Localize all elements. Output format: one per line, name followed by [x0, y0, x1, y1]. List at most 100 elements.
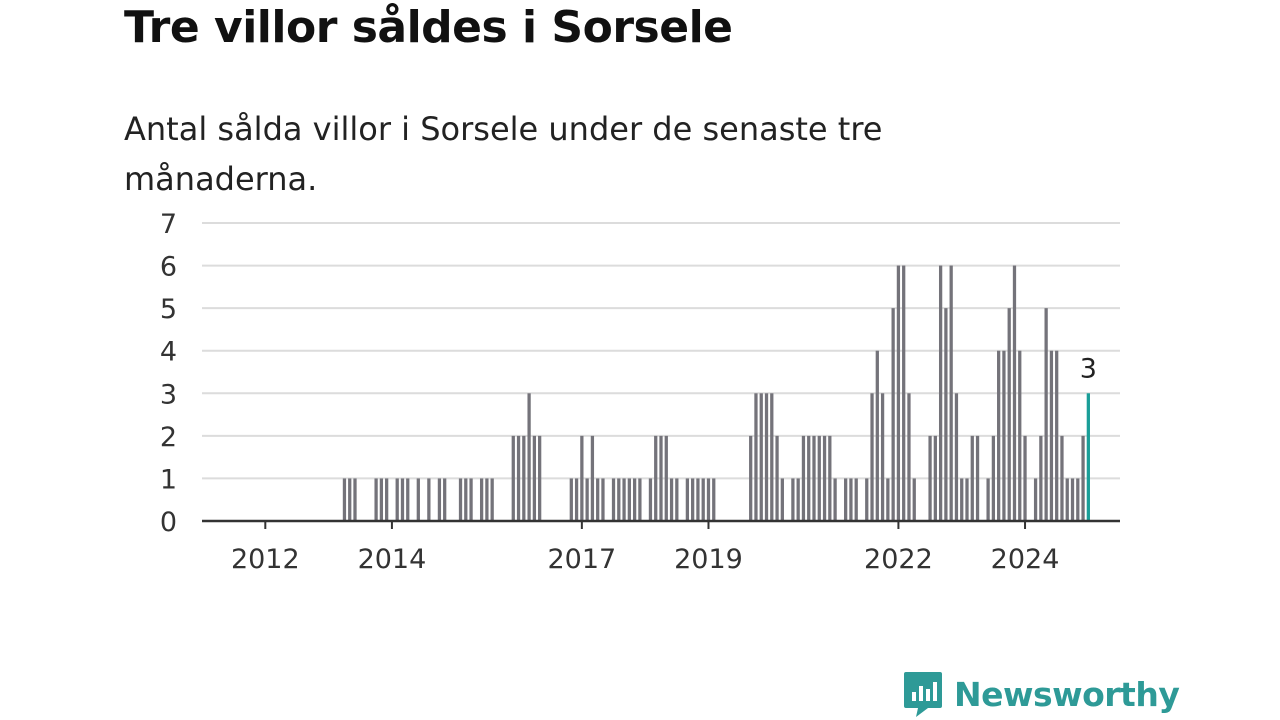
bar — [469, 478, 473, 521]
bar — [880, 393, 885, 521]
bar — [749, 435, 753, 521]
highlight-data-label: 3 — [1080, 353, 1097, 384]
bar — [659, 435, 663, 521]
bar — [1002, 350, 1006, 521]
x-tick-label: 2022 — [864, 544, 933, 575]
bar — [374, 478, 378, 521]
bar — [527, 393, 531, 521]
y-tick-label: 5 — [160, 294, 177, 325]
bar — [511, 435, 515, 521]
bar — [896, 265, 901, 521]
bar — [353, 478, 357, 521]
bar — [342, 478, 347, 521]
bar — [944, 308, 948, 521]
bar — [685, 478, 690, 521]
bar — [902, 265, 906, 521]
x-tick-label: 2019 — [674, 544, 743, 575]
bar — [611, 478, 616, 521]
bar — [516, 435, 521, 521]
bar — [865, 478, 869, 521]
bar — [849, 478, 853, 521]
chart-title: Tre villor såldes i Sorsele — [124, 2, 733, 53]
bar — [617, 478, 621, 521]
bar — [1070, 478, 1075, 521]
bar — [416, 478, 420, 521]
bar — [1081, 435, 1085, 521]
bar — [648, 478, 653, 521]
bar — [754, 393, 758, 521]
bar — [622, 478, 626, 521]
bar — [1012, 265, 1017, 521]
newsworthy-logo-icon — [904, 672, 942, 717]
bar — [912, 478, 916, 521]
bar — [986, 478, 990, 521]
bar — [1018, 350, 1022, 521]
bar — [490, 478, 494, 521]
bar — [406, 478, 410, 521]
x-tick-label: 2024 — [991, 544, 1060, 575]
bar — [764, 393, 769, 521]
bar — [886, 478, 890, 521]
bar — [580, 435, 584, 521]
bar — [949, 265, 953, 521]
y-tick-label: 2 — [160, 422, 177, 453]
newsworthy-brand: Newsworthy — [902, 670, 1180, 718]
bar — [1007, 308, 1011, 521]
bar — [1049, 350, 1054, 521]
bar — [706, 478, 711, 521]
brand-name: Newsworthy — [954, 674, 1180, 714]
bar — [538, 435, 542, 521]
bar — [395, 478, 399, 521]
y-tick-label: 0 — [160, 507, 177, 538]
bar — [590, 435, 595, 521]
bar — [691, 478, 695, 521]
bar — [960, 478, 964, 521]
bar — [1039, 435, 1043, 521]
bar — [791, 478, 795, 521]
bar — [464, 478, 468, 521]
bar — [569, 478, 573, 521]
y-tick-label: 4 — [160, 337, 177, 368]
bar — [1033, 478, 1038, 521]
bar — [458, 478, 463, 521]
x-tick-label: 2014 — [358, 544, 427, 575]
bar — [796, 478, 800, 521]
bar — [1055, 350, 1059, 521]
bar — [701, 478, 705, 521]
bar — [891, 308, 895, 521]
bar — [696, 478, 700, 521]
bar — [938, 265, 943, 521]
bar — [601, 478, 605, 521]
bar — [975, 435, 980, 521]
y-tick-label: 3 — [160, 379, 177, 410]
x-tick-label: 2017 — [548, 544, 617, 575]
bar — [775, 435, 779, 521]
bar — [596, 478, 600, 521]
bar — [828, 435, 832, 521]
bar — [669, 478, 674, 521]
bar — [812, 435, 816, 521]
bar — [427, 478, 431, 521]
bar — [833, 478, 837, 521]
bar — [675, 478, 679, 521]
bar — [780, 478, 784, 521]
y-tick-label: 6 — [160, 252, 177, 283]
bar — [844, 478, 848, 521]
y-tick-label: 7 — [160, 209, 177, 240]
bar — [801, 435, 806, 521]
bar — [854, 478, 858, 521]
bar — [970, 435, 974, 521]
bar — [817, 435, 821, 521]
bar — [437, 478, 442, 521]
bar — [770, 393, 774, 521]
bar — [954, 393, 959, 521]
bar — [632, 478, 637, 521]
bar — [664, 435, 668, 521]
bar — [379, 478, 384, 521]
bar — [400, 478, 405, 521]
bar — [928, 435, 932, 521]
bar — [712, 478, 716, 521]
bar — [1076, 478, 1080, 521]
bar — [443, 478, 447, 521]
